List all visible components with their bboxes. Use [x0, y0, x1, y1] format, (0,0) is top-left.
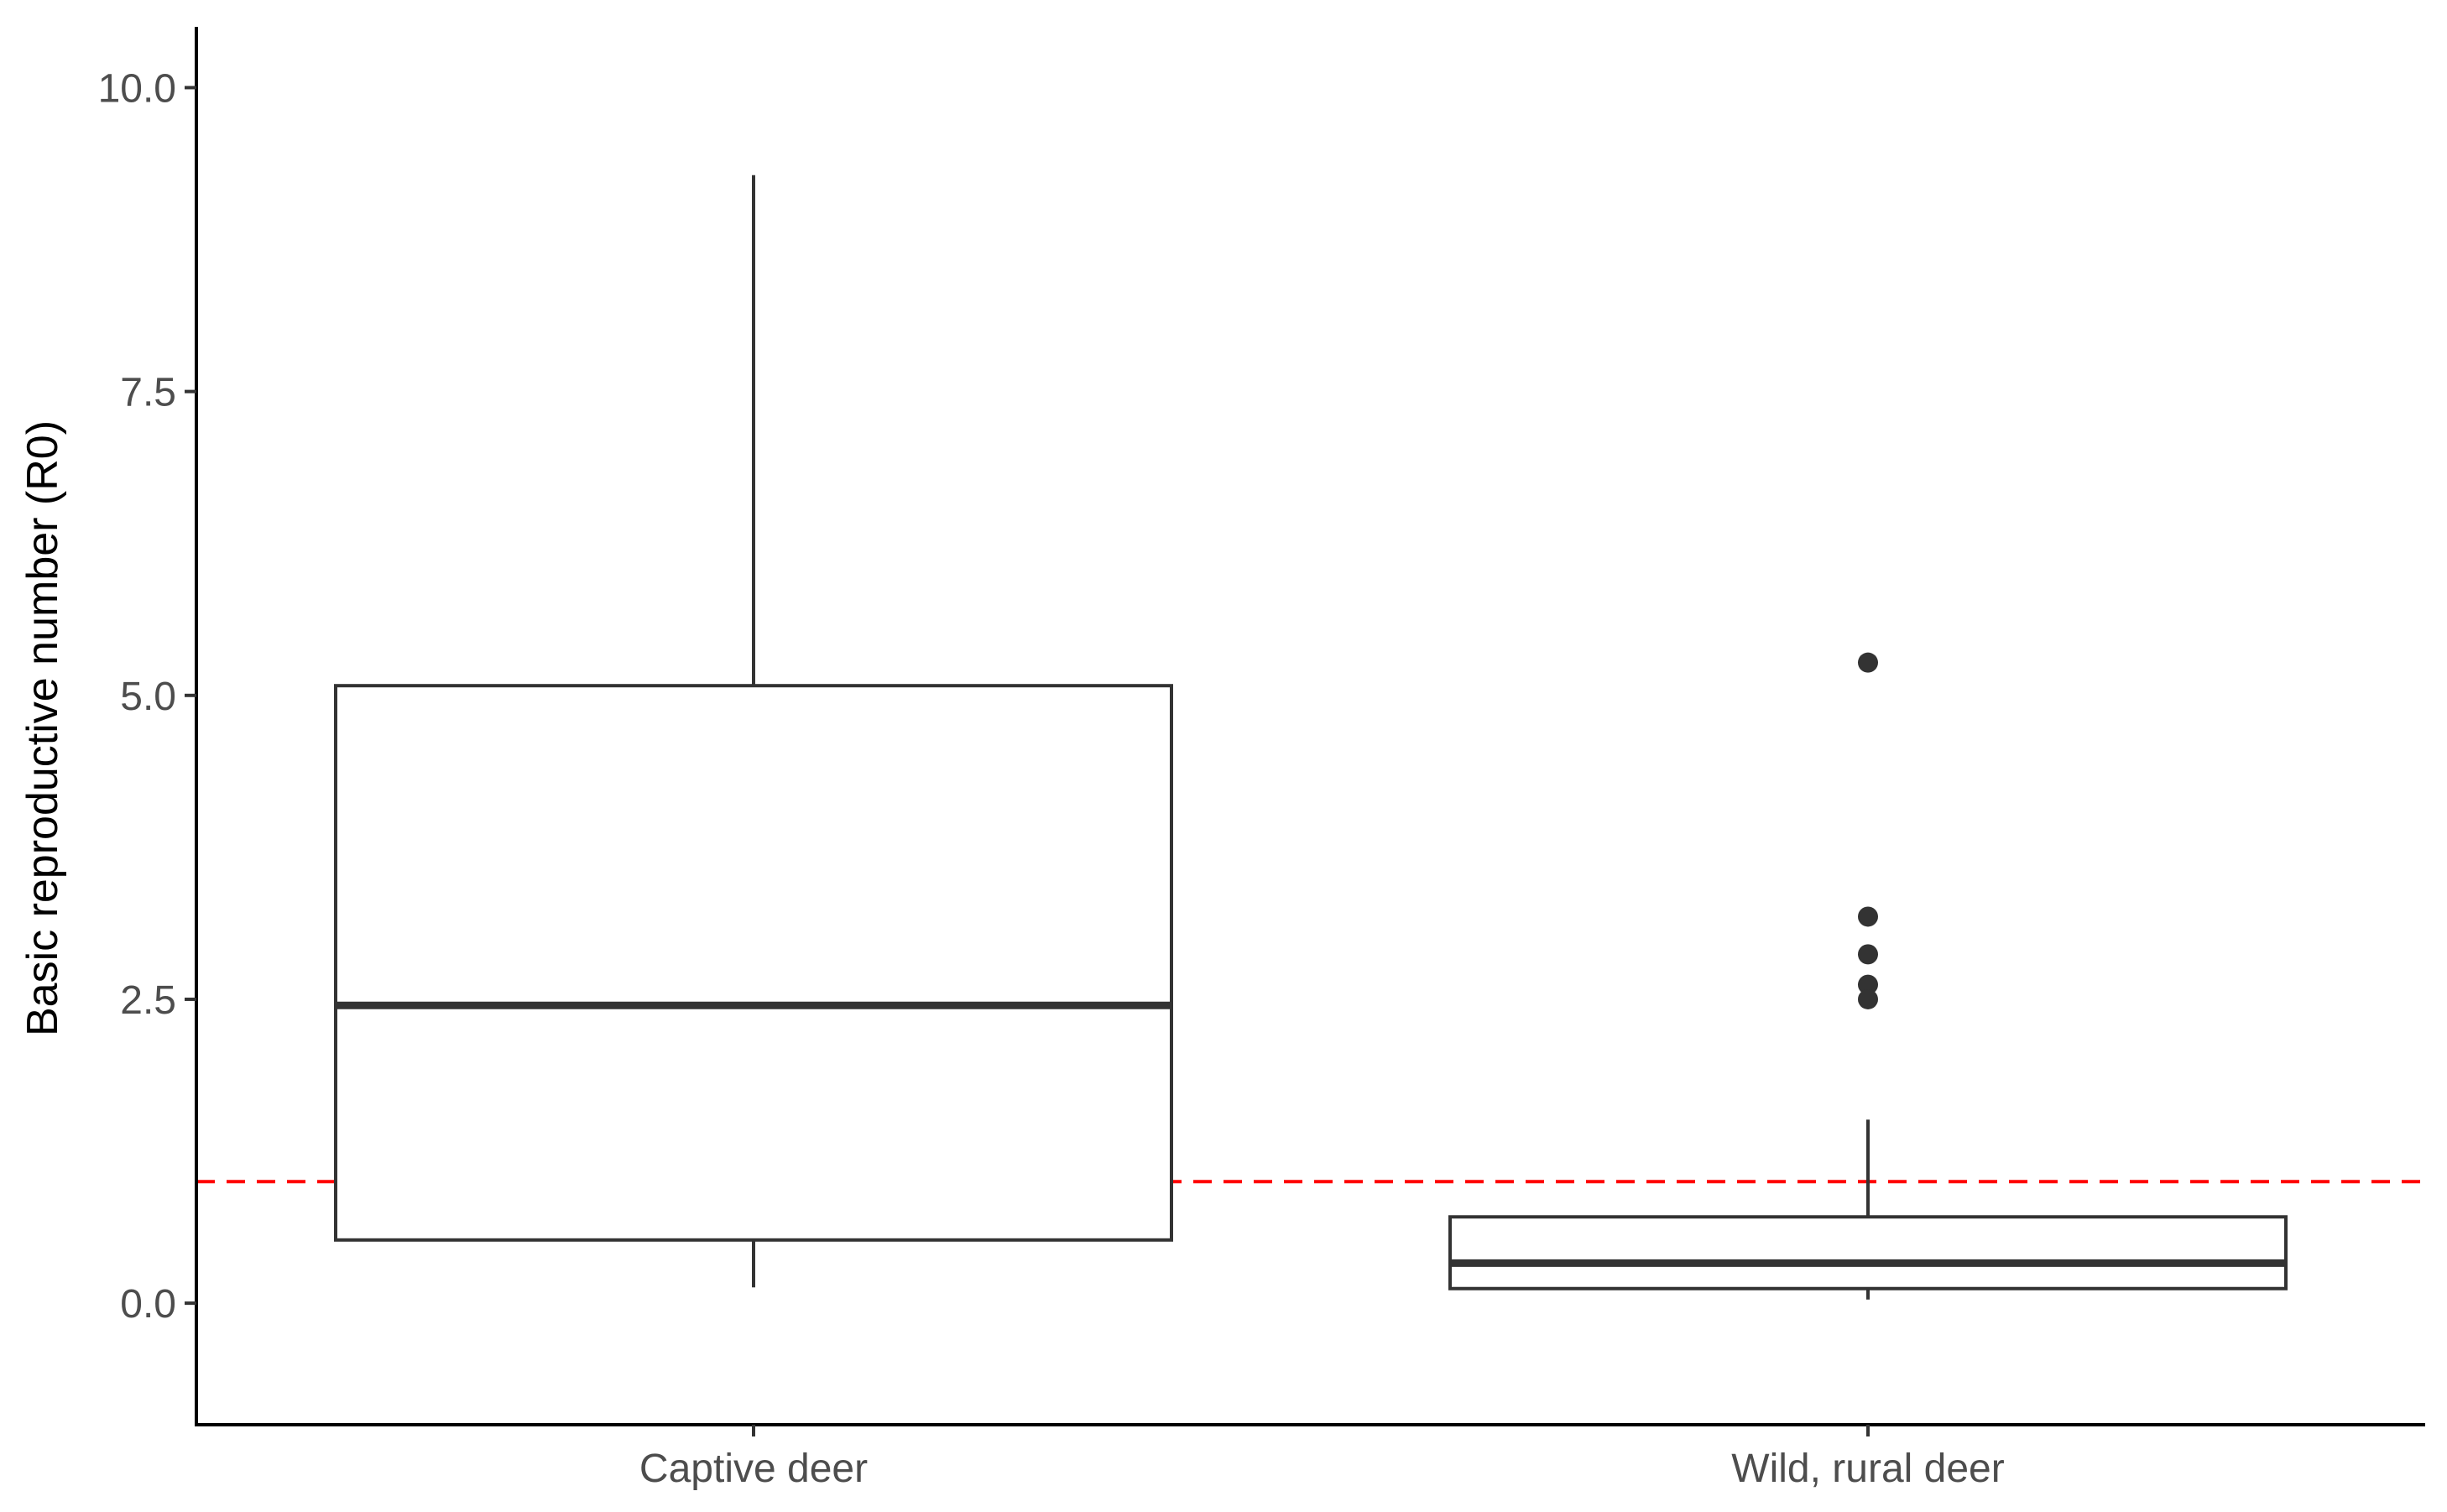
axis-layer [195, 27, 2425, 1426]
outlier-point [1858, 944, 1878, 965]
x-tick-label: Wild, rural deer [1731, 1447, 2004, 1491]
y-axis-title: Basic reproductive number (R0) [18, 420, 67, 1036]
y-tick-label: 7.5 [120, 371, 176, 415]
y-tick-label: 0.0 [120, 1282, 176, 1327]
box-iqr [334, 684, 1173, 1242]
outlier-point [1858, 652, 1878, 673]
tick-layer: 0.0 2.5 5.0 7.5 10.0 Captive deer Wild, rural … [98, 66, 2005, 1491]
box-iqr [1448, 1215, 2288, 1290]
y-tick-label: 2.5 [120, 978, 176, 1023]
outlier-point [1858, 974, 1878, 995]
y-tick-label: 10.0 [98, 66, 176, 111]
x-tick-label: Captive deer [639, 1447, 868, 1491]
outlier-point [1858, 988, 1878, 1009]
y-tick-label: 5.0 [120, 675, 176, 719]
box-layer [334, 175, 2288, 1300]
outlier-point [1858, 906, 1878, 927]
